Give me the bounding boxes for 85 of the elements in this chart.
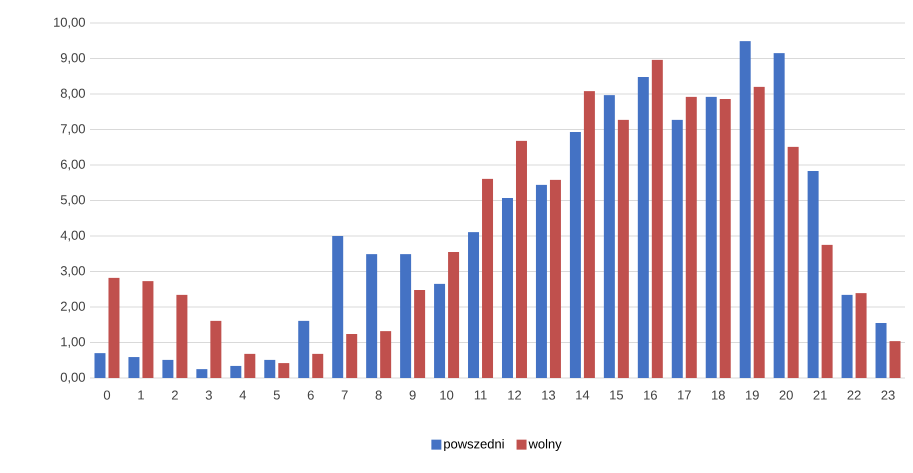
bar	[720, 98, 731, 378]
bar	[346, 334, 358, 378]
bar	[468, 232, 480, 378]
x-tick-label: 1	[138, 390, 144, 400]
bar	[196, 369, 208, 378]
bar	[312, 354, 324, 378]
bar	[754, 86, 765, 378]
y-tick-label: 8,00	[60, 88, 85, 100]
y-tick-label: 7,00	[60, 124, 85, 135]
y-tick-label: 3,00	[60, 266, 85, 277]
x-tick-label: 10	[440, 390, 454, 400]
bar	[400, 254, 412, 378]
x-tick-label: 22	[848, 390, 861, 400]
x-tick-label: 5	[274, 390, 280, 400]
bar	[774, 53, 785, 378]
bar	[570, 132, 581, 378]
legend-label: powszedni	[444, 438, 504, 452]
bar	[298, 320, 310, 378]
bar	[672, 120, 683, 378]
x-tick-label: 14	[576, 390, 590, 400]
x-tick-label: 17	[678, 390, 691, 400]
bar	[448, 252, 460, 378]
bar	[332, 236, 344, 378]
bar	[230, 366, 242, 378]
x-tick-label: 3	[206, 390, 212, 400]
bar	[210, 320, 222, 378]
x-tick-label: 0	[104, 390, 110, 400]
y-tick-label: 5,00	[60, 195, 85, 206]
bar	[788, 146, 799, 378]
bar	[584, 91, 595, 378]
bar	[740, 41, 751, 378]
bar	[638, 76, 649, 378]
bar	[264, 360, 276, 378]
bar	[706, 96, 717, 378]
x-tick-label: 11	[474, 390, 487, 400]
y-tick-label: 10,00	[54, 18, 85, 28]
bar	[278, 363, 290, 378]
bar	[686, 96, 697, 378]
bar	[176, 294, 188, 378]
bar	[618, 120, 629, 378]
bar	[414, 290, 426, 378]
x-tick-label: 23	[881, 390, 895, 400]
bar	[434, 284, 446, 378]
bar	[822, 244, 833, 378]
y-tick-label: 0,00	[60, 372, 85, 384]
x-tick-label: 8	[376, 390, 382, 400]
bar	[162, 360, 174, 378]
bar	[536, 184, 547, 378]
bar	[516, 140, 527, 378]
x-tick-label: 2	[172, 390, 178, 400]
x-tick-label: 12	[508, 390, 522, 400]
bar	[652, 60, 663, 378]
bar	[366, 254, 378, 378]
x-tick-label: 4	[240, 390, 246, 400]
y-tick-label: 1,00	[61, 337, 85, 348]
bar	[244, 354, 256, 378]
bar	[142, 281, 154, 378]
bar	[856, 293, 867, 378]
x-tick-label: 19	[746, 390, 759, 400]
bar	[108, 278, 120, 378]
y-tick-label: 6,00	[60, 160, 85, 170]
bar	[482, 178, 494, 378]
bar	[380, 331, 392, 378]
x-tick-label: 18	[712, 390, 725, 400]
bar	[502, 198, 513, 378]
x-tick-label: 9	[410, 390, 416, 400]
bar	[550, 180, 561, 378]
bar	[842, 294, 853, 378]
x-tick-label: 13	[542, 390, 556, 400]
bar	[808, 171, 819, 378]
x-tick-label: 20	[780, 390, 793, 400]
bar	[128, 357, 140, 378]
legend-label: wolny	[528, 438, 562, 452]
y-tick-label: 4,00	[60, 230, 85, 242]
y-tick-label: 9,00	[60, 53, 85, 64]
bar	[876, 322, 887, 378]
x-tick-label: 21	[814, 390, 827, 400]
x-tick-label: 15	[610, 390, 624, 400]
bar	[604, 95, 615, 378]
bar	[890, 341, 901, 378]
y-tick-label: 2,00	[60, 302, 85, 312]
x-tick-label: 16	[644, 390, 657, 400]
bar	[94, 353, 106, 378]
x-tick-label: 7	[342, 390, 348, 400]
x-tick-label: 6	[308, 390, 314, 400]
